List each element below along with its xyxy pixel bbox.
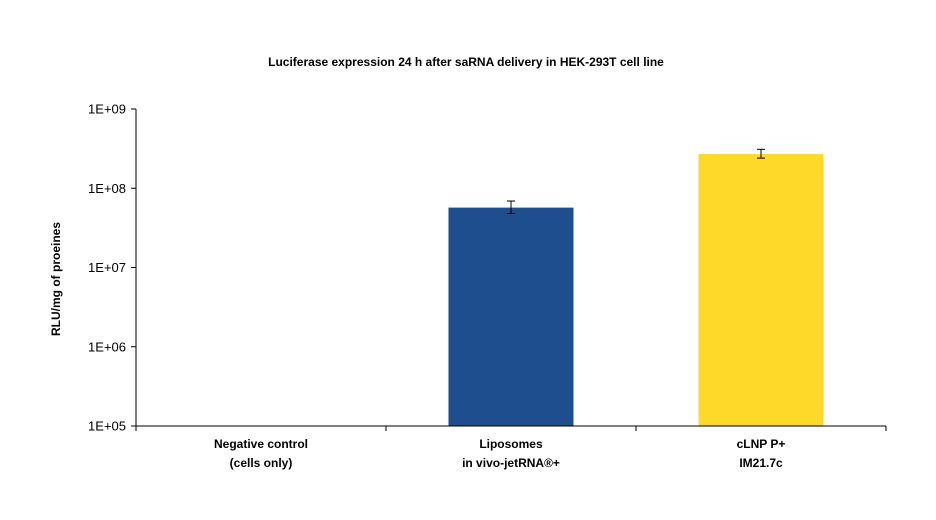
x-category-label: Liposomes: [479, 437, 543, 451]
y-axis-title: RLU/mg of proeines: [49, 222, 63, 336]
bar: [448, 207, 574, 426]
bars-layer: [448, 154, 824, 426]
x-category-sublabel: IM21.7c: [739, 456, 783, 470]
y-tick-label: 1E+07: [88, 260, 126, 275]
y-axis-ticks: 1E+05 1E+06 1E+07 1E+08 1E+09: [88, 102, 136, 434]
y-tick-label: 1E+08: [88, 181, 126, 196]
chart-title: Luciferase expression 24 h after saRNA d…: [268, 55, 664, 69]
x-category-sublabel: in vivo-jetRNA®+: [462, 456, 560, 470]
y-tick-label: 1E+06: [88, 339, 126, 354]
error-bars-layer: [507, 148, 765, 215]
bar: [698, 154, 824, 426]
x-category-label: Negative control: [214, 437, 308, 451]
y-tick-label: 1E+09: [88, 102, 126, 117]
y-tick-label: 1E+05: [88, 419, 126, 434]
x-category-sublabel: (cells only): [230, 456, 293, 470]
x-category-label: cLNP P+: [737, 437, 786, 451]
x-axis-ticks: Negative control (cells only) Liposomes in …: [135, 426, 887, 470]
